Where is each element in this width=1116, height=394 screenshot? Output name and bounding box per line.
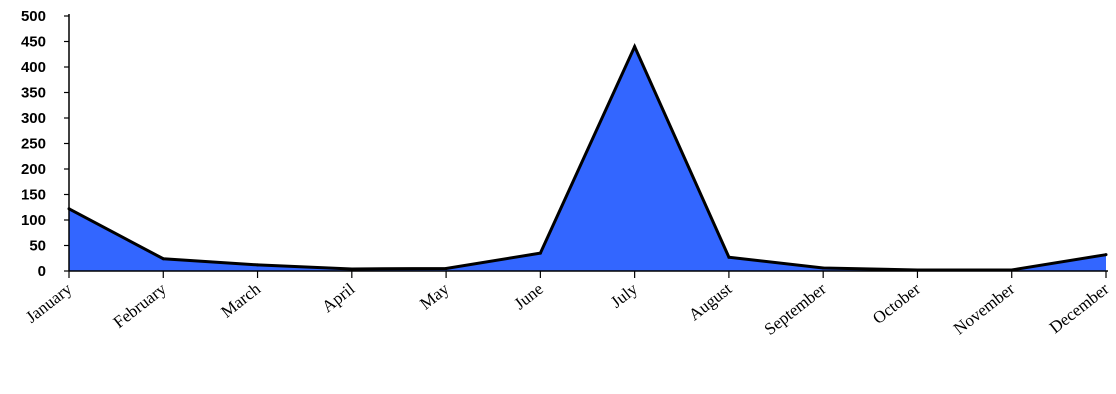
data-point-may [444, 266, 448, 270]
area-layer [67, 42, 1108, 272]
area-fill [69, 46, 1106, 271]
x-tick-label-may: May [416, 279, 453, 313]
y-tick-label: 50 [29, 238, 46, 255]
x-axis-ticks: January February March April May June July Augu… [22, 271, 1113, 339]
y-tick-label: 400 [21, 59, 46, 76]
x-tick-label-october: October [869, 279, 924, 328]
y-tick-label: 100 [21, 212, 46, 229]
axes [68, 14, 1108, 272]
y-tick-label: 200 [21, 161, 46, 178]
data-point-april [350, 267, 354, 271]
data-point-december [1104, 253, 1108, 257]
data-point-august [727, 255, 731, 259]
x-tick-label-november: November [950, 279, 1019, 338]
x-tick-label-february: February [110, 279, 170, 332]
x-tick-label-july: July [607, 279, 641, 312]
y-axis-ticks: 0 50 100 150 200 250 300 350 400 450 500 [21, 8, 69, 280]
x-tick-label-august: August [685, 279, 736, 324]
x-tick-label-december: December [1046, 279, 1113, 337]
x-tick-label-september: September [761, 279, 830, 339]
area-line [68, 42, 1107, 272]
x-tick-label-april: April [318, 279, 358, 316]
x-tick-label-january: January [22, 279, 76, 327]
y-tick-label: 150 [21, 187, 46, 204]
y-tick-label: 450 [21, 34, 46, 51]
y-tick-label: 250 [21, 136, 46, 153]
data-point-september [821, 266, 825, 270]
data-point-july [633, 45, 637, 49]
y-tick-label: 0 [38, 263, 46, 280]
x-tick-label-june: June [511, 279, 547, 313]
y-tick-label: 500 [21, 8, 46, 25]
y-tick-label: 300 [21, 110, 46, 127]
data-point-march [256, 263, 260, 267]
x-tick-label-march: March [217, 279, 264, 322]
y-tick-label: 350 [21, 85, 46, 102]
data-point-february [161, 257, 165, 261]
data-point-june [538, 251, 542, 255]
